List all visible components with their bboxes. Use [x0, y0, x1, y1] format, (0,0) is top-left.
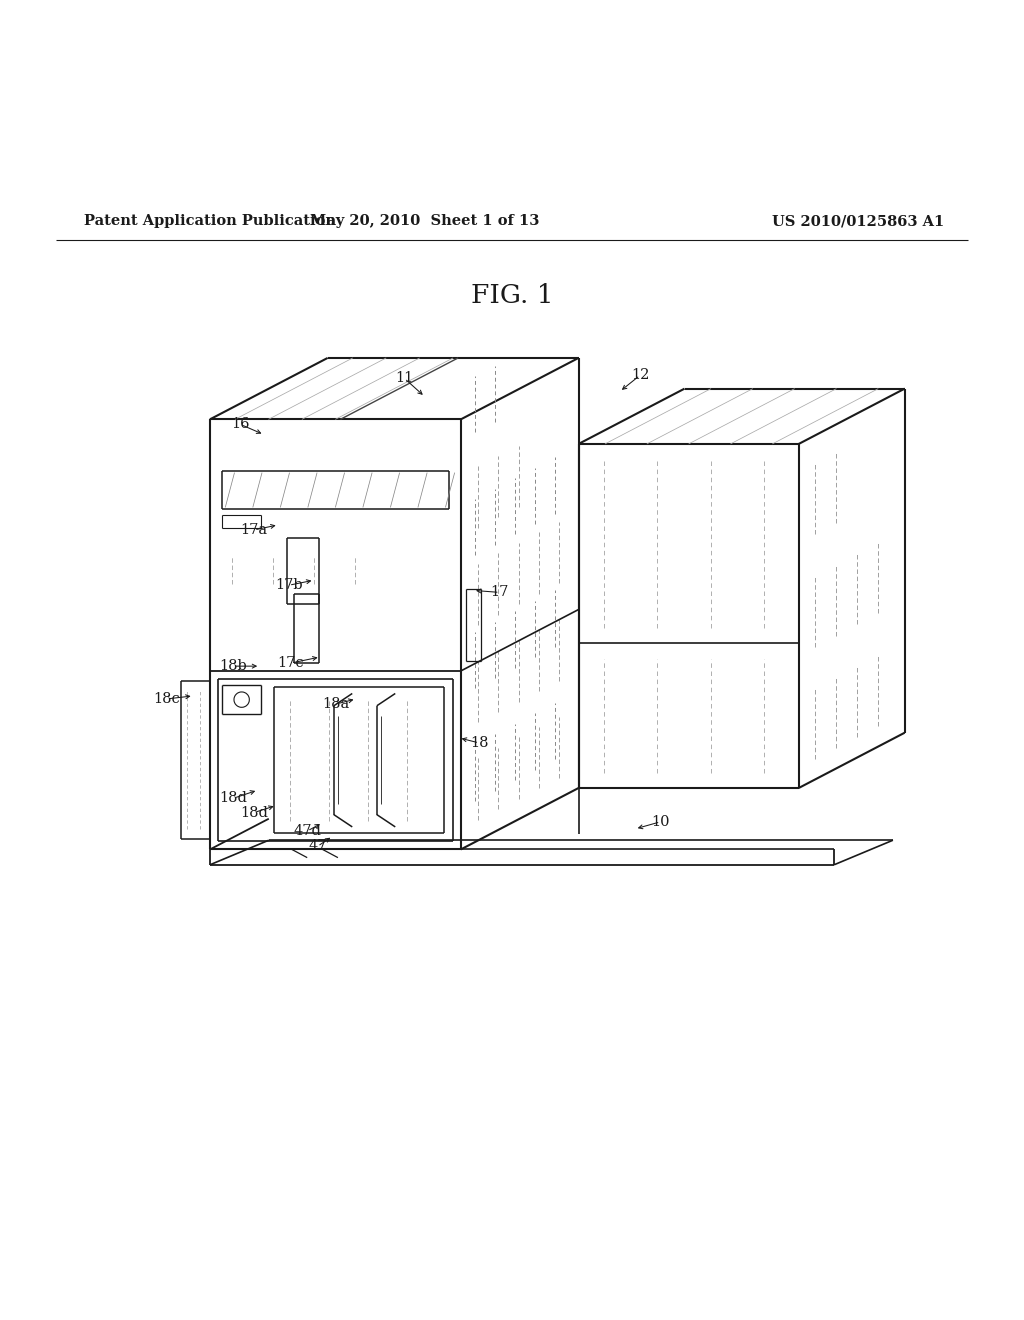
Text: Patent Application Publication: Patent Application Publication — [84, 214, 336, 228]
Text: 10: 10 — [651, 814, 670, 829]
Text: 18d: 18d — [219, 791, 248, 805]
Text: 16: 16 — [231, 417, 250, 432]
Text: 17a: 17a — [241, 523, 267, 537]
Text: 47d: 47d — [293, 824, 322, 838]
Text: 17: 17 — [490, 585, 509, 599]
Text: 47: 47 — [308, 840, 327, 853]
Text: 12: 12 — [631, 368, 649, 383]
Text: 17c: 17c — [278, 656, 304, 671]
Text: 18a: 18a — [323, 697, 349, 711]
Text: 18c: 18c — [154, 692, 180, 706]
Text: May 20, 2010  Sheet 1 of 13: May 20, 2010 Sheet 1 of 13 — [310, 214, 540, 228]
Text: 11: 11 — [395, 371, 414, 385]
Text: 18: 18 — [470, 737, 488, 750]
Text: FIG. 1: FIG. 1 — [471, 282, 553, 308]
Text: 18d: 18d — [240, 805, 268, 820]
Text: US 2010/0125863 A1: US 2010/0125863 A1 — [772, 214, 944, 228]
Text: 17b: 17b — [275, 578, 302, 593]
Text: 18b: 18b — [219, 659, 248, 673]
